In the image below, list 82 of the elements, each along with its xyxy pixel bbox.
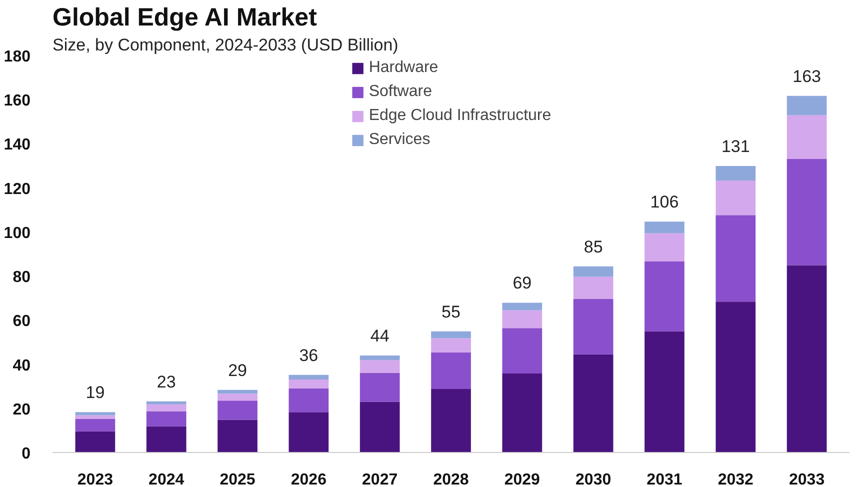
bar	[360, 372, 400, 402]
bar	[146, 404, 186, 412]
x-tick-label: 2028	[433, 472, 469, 487]
bar	[288, 412, 329, 452]
bar	[288, 388, 329, 412]
bar	[644, 261, 684, 332]
bar	[502, 302, 542, 310]
legend-label: Hardware	[368, 59, 438, 77]
y-tick-label: 180	[4, 48, 31, 66]
total-label: 106	[650, 192, 679, 212]
y-tick-label: 40	[12, 357, 31, 374]
bar	[502, 310, 542, 328]
legend-label: Services	[368, 131, 430, 149]
bar	[573, 276, 614, 299]
bar	[573, 354, 614, 452]
x-tick-label: 2033	[789, 472, 825, 487]
total-label: 163	[792, 66, 821, 86]
bar	[218, 420, 258, 452]
x-tick-label: 2023	[77, 472, 114, 487]
x-tick-label: 2029	[504, 472, 540, 487]
bar	[218, 400, 258, 420]
y-tick-label: 20	[12, 401, 31, 418]
total-label: 85	[584, 237, 603, 256]
bar	[716, 166, 756, 181]
total-label: 55	[442, 302, 460, 322]
legend-label: Software	[368, 83, 432, 101]
bar	[786, 158, 827, 266]
total-label: 23	[156, 372, 176, 392]
bar	[431, 352, 471, 389]
bar	[75, 418, 116, 432]
bar	[716, 215, 756, 302]
legend-label: Edge Cloud Infrastructure	[368, 107, 552, 125]
y-tick-label: 60	[12, 313, 31, 330]
bar	[360, 402, 400, 452]
x-tick-label: 2025	[220, 472, 256, 487]
y-tick-label: 160	[4, 92, 31, 110]
x-tick-label: 2024	[148, 472, 184, 487]
bar	[644, 331, 684, 452]
bar	[786, 96, 827, 116]
chart-title: Global Edge AI Market	[52, 4, 318, 32]
bar	[146, 401, 186, 404]
bar	[360, 360, 400, 373]
x-tick-label: 2027	[362, 472, 398, 487]
y-tick-label: 140	[4, 136, 31, 154]
bar	[288, 379, 329, 388]
x-tick-label: 2031	[646, 472, 682, 487]
bar	[218, 394, 258, 401]
bar	[146, 411, 186, 426]
y-tick-label: 120	[4, 180, 31, 198]
bar	[786, 115, 827, 159]
total-label: 131	[721, 137, 750, 156]
bar	[502, 328, 542, 374]
total-label: 69	[512, 274, 532, 293]
bar	[786, 265, 827, 452]
bar	[75, 431, 116, 452]
x-tick-label: 2032	[718, 472, 754, 487]
x-tick-label: 2026	[290, 472, 327, 487]
bar	[502, 374, 542, 452]
total-label: 36	[299, 346, 318, 365]
bar	[146, 426, 186, 452]
bar	[644, 233, 684, 262]
bar	[573, 266, 614, 277]
bar	[431, 331, 471, 338]
bar	[75, 412, 116, 416]
y-tick-label: 100	[4, 224, 31, 242]
bar	[75, 415, 116, 419]
bar	[716, 302, 756, 452]
chart-subtitle: Size, by Component, 2024-2033 (USD Billion)	[52, 36, 398, 54]
bar	[431, 338, 471, 352]
y-tick-label: 0	[22, 446, 31, 462]
bar	[431, 388, 471, 452]
x-tick-label: 2030	[576, 472, 612, 487]
total-label: 19	[86, 383, 105, 402]
total-label: 29	[228, 360, 247, 380]
bar	[288, 374, 329, 380]
bar	[218, 390, 258, 394]
bar	[573, 298, 614, 354]
bar	[360, 355, 400, 360]
bar	[644, 222, 684, 234]
y-tick-label: 80	[12, 269, 31, 286]
bar	[716, 180, 756, 216]
total-label: 44	[370, 326, 390, 346]
